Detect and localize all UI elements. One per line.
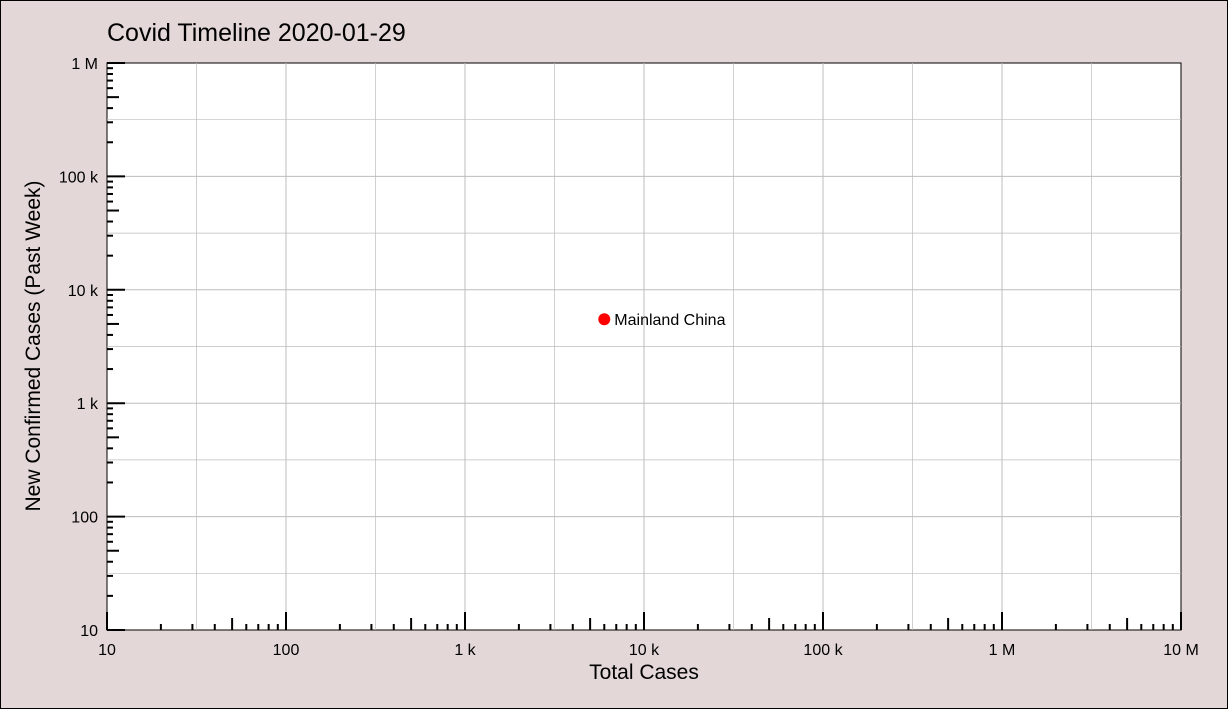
y-tick-label: 100 k xyxy=(59,169,99,186)
data-point-mainland-china xyxy=(598,313,611,326)
x-tick-label: 100 xyxy=(273,642,300,659)
x-axis-label: Total Cases xyxy=(589,661,699,684)
y-tick-label: 1 M xyxy=(71,56,98,73)
x-tick-label: 10 xyxy=(98,642,116,659)
x-tick-label: 1 M xyxy=(989,642,1016,659)
y-tick-label: 10 k xyxy=(68,283,99,300)
x-tick-label: 1 k xyxy=(454,642,476,659)
x-tick-label: 10 k xyxy=(629,642,660,659)
x-tick-label: 10 M xyxy=(1163,642,1199,659)
y-tick-label: 100 xyxy=(71,510,98,527)
y-tick-label: 10 xyxy=(80,623,98,640)
tick-labels: 10 100 1 k 10 k 100 k 1 M 10 M 10 100 1 k 10 k 100 … xyxy=(59,56,1199,659)
axis-ticks xyxy=(106,62,1182,631)
x-tick-label: 100 k xyxy=(803,642,843,659)
grid-lines xyxy=(107,63,1181,630)
data-point-label: Mainland China xyxy=(614,312,725,329)
y-axis-label: New Confirmed Cases (Past Week) xyxy=(22,180,45,512)
y-tick-label: 1 k xyxy=(77,396,99,413)
data-points: Mainland China xyxy=(598,312,726,329)
chart-title: Covid Timeline 2020-01-29 xyxy=(107,19,406,47)
